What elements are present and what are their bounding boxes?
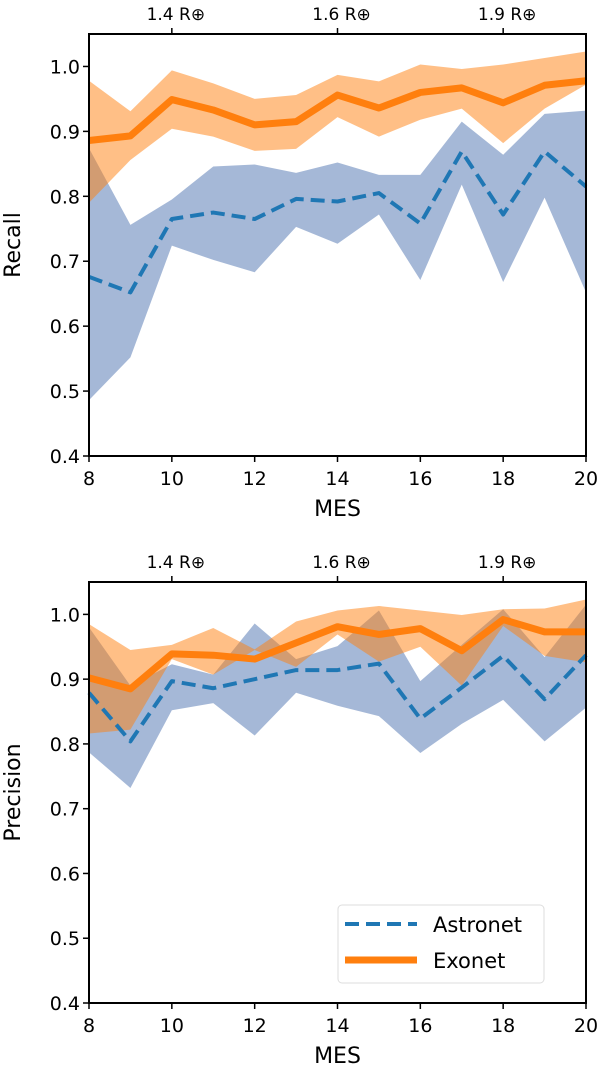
top-x-tick-label: 1.9 R⊕ — [478, 553, 537, 573]
x-tick-label: 18 — [491, 1015, 515, 1037]
astronet-confidence-band — [89, 110, 586, 401]
x-axis-label: MES — [314, 497, 361, 522]
top-x-tick-label: 1.4 R⊕ — [147, 5, 206, 25]
x-tick-label: 12 — [243, 468, 267, 490]
y-axis-label: Recall — [1, 212, 26, 278]
exonet-confidence-band — [89, 599, 586, 734]
recall-panel: 8 10 12 14 16 18 20 0.4 0.5 0.6 0.7 0.8 0.9 1.0 1.4 R⊕… — [1, 5, 598, 522]
x-axis-label: MES — [314, 1044, 361, 1069]
astronet-line — [87, 653, 588, 744]
y-tick-label: 0.9 — [50, 669, 80, 691]
y-tick-label: 0.6 — [50, 316, 80, 338]
y-tick-label: 0.8 — [50, 186, 80, 208]
x-tick-label: 20 — [574, 468, 598, 490]
x-tick-label: 10 — [160, 1015, 184, 1037]
y-tick-label: 0.4 — [50, 446, 80, 468]
x-tick-label: 16 — [408, 1015, 432, 1037]
y-tick-label: 0.5 — [50, 381, 80, 403]
x-tick-label: 20 — [574, 1015, 598, 1037]
exonet-legend-label: Exonet — [433, 949, 505, 973]
exonet-line — [88, 616, 586, 693]
astronet-legend-label: Astronet — [433, 913, 522, 937]
astronet-line — [88, 149, 588, 295]
y-tick-label: 0.9 — [50, 121, 80, 143]
y-tick-label: 0.7 — [50, 799, 80, 821]
y-axis-label: Precision — [1, 743, 26, 841]
top-x-tick-label: 1.6 R⊕ — [312, 5, 371, 25]
y-tick-label: 1.0 — [50, 604, 80, 626]
x-tick-label: 8 — [83, 468, 95, 490]
y-tick-label: 0.4 — [50, 993, 80, 1015]
top-x-tick-label: 1.9 R⊕ — [478, 5, 537, 25]
x-tick-label: 14 — [325, 1015, 349, 1037]
y-tick-label: 0.6 — [50, 863, 80, 885]
x-tick-label: 14 — [325, 468, 349, 490]
y-tick-label: 0.7 — [50, 251, 80, 273]
legend: Astronet Exonet — [337, 904, 545, 984]
x-tick-label: 16 — [408, 468, 432, 490]
y-tick-label: 1.0 — [50, 56, 80, 78]
y-tick-label: 0.8 — [50, 734, 80, 756]
x-tick-label: 10 — [160, 468, 184, 490]
x-tick-label: 18 — [491, 468, 515, 490]
x-tick-label: 8 — [83, 1015, 95, 1037]
y-tick-label: 0.5 — [50, 928, 80, 950]
x-tick-label: 12 — [243, 1015, 267, 1037]
exonet-line — [88, 77, 587, 144]
precision-panel: 8 10 12 14 16 18 20 0.4 0.5 0.6 0.7 0.8 0.9 1.0 1.4 R⊕… — [1, 553, 598, 1069]
top-x-tick-label: 1.4 R⊕ — [147, 553, 206, 573]
top-x-tick-label: 1.6 R⊕ — [312, 553, 371, 573]
